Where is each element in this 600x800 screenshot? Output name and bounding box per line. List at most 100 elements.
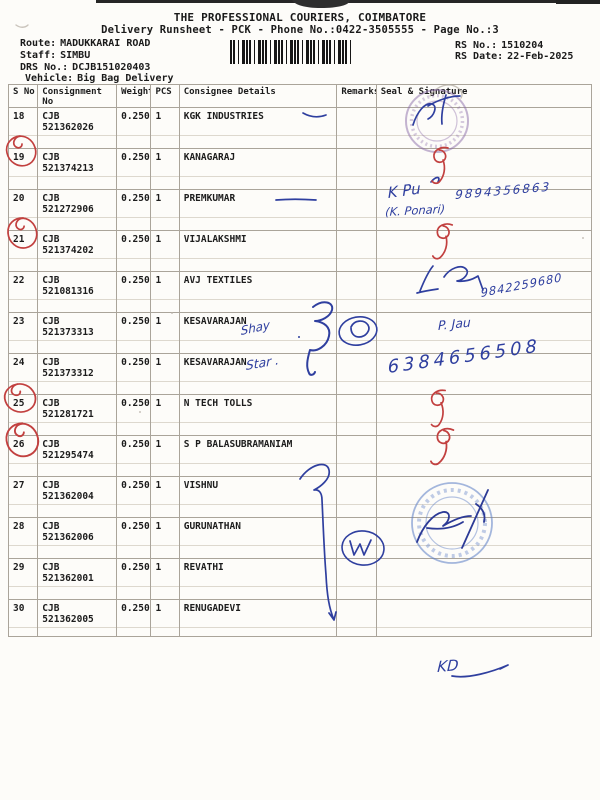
cell-consignee: KESAVARAJAN	[178, 312, 338, 354]
cell-consignee: AVJ TEXTILES	[178, 271, 338, 313]
handwritten-phone-row24: 6384656508	[387, 335, 541, 378]
pen-circled-w-ring	[341, 530, 385, 566]
staff-label: Staff:	[20, 50, 57, 61]
cell-consignee: VISHNU	[178, 476, 338, 518]
cell-consignee: PREMKUMAR	[178, 189, 338, 231]
stamp-row18-violet-seal-icon	[405, 89, 469, 153]
table-row: 23 CJB 521373313 0.250 1 KESAVARAJAN	[7, 312, 593, 354]
cell-sno: 19	[7, 148, 39, 190]
vehicle-line: Vehicle: Big Bag Delivery	[25, 73, 174, 84]
pencil-marks	[15, 24, 584, 413]
cell-pcs: 1	[150, 148, 180, 190]
barcode-icon	[230, 40, 352, 64]
cell-weight: 0.250	[116, 394, 152, 436]
rs-date-line: RS Date: 22-Feb-2025	[455, 51, 573, 62]
header-pcs: PCS	[150, 84, 180, 108]
red-tick-row-21	[431, 221, 454, 261]
handwritten-name-row23: P. Jau	[438, 315, 471, 333]
cell-pcs: 1	[150, 517, 180, 559]
drs-line: DRS No.: DCJB151020403	[20, 62, 150, 73]
cell-sno: 22	[7, 271, 39, 313]
signature-row22	[416, 265, 484, 294]
cell-consignment: CJB 521362005	[37, 599, 118, 637]
cell-seal	[375, 312, 593, 354]
stamp-row28-blue-seal-icon	[411, 482, 493, 564]
cell-seal	[375, 353, 593, 395]
cell-consignment: CJB 521374213	[37, 148, 118, 190]
cell-pcs: 1	[150, 107, 180, 149]
cell-weight: 0.250	[116, 312, 152, 354]
rs-no-line: RS No.: 1510204	[455, 40, 543, 51]
table-row: 25 CJB 521281721 0.250 1 N TECH TOLLS	[7, 394, 593, 436]
drs-label: DRS No.:	[20, 62, 69, 73]
table-row: 24 CJB 521373312 0.250 1 KESAVARAJAN	[7, 353, 593, 395]
cell-consignment: CJB 521374202	[37, 230, 118, 272]
table-row: 22 CJB 521081316 0.250 1 AVJ TEXTILES	[7, 271, 593, 313]
cell-consignee: VIJALAKSHMI	[178, 230, 338, 272]
header-consignment: Consignment No	[37, 84, 118, 108]
cell-remarks	[336, 148, 377, 190]
route-value: MADUKKARAI ROAD	[60, 38, 151, 49]
table-row: 29 CJB 521362001 0.250 1 REVATHI	[7, 558, 593, 600]
pencil-smudge-topleft	[15, 24, 29, 28]
table-row: 27 CJB 521362004 0.250 1 VISHNU	[7, 476, 593, 518]
route-label: Route:	[20, 38, 57, 49]
cell-weight: 0.250	[116, 353, 152, 395]
rs-date-value: 22-Feb-2025	[507, 51, 574, 62]
cell-seal	[375, 271, 593, 313]
pen-circled-scribble-inner	[350, 320, 370, 338]
consignment-table: S No Consignment No Weight PCS Consignee…	[7, 84, 593, 637]
cell-seal	[375, 107, 593, 149]
staff-value: SIMBU	[60, 50, 91, 61]
drs-value: DCJB151020403	[72, 62, 151, 73]
cell-pcs: 1	[150, 394, 180, 436]
table-row: 28 CJB 521362006 0.250 1 GURUNATHAN	[7, 517, 593, 559]
pen-long-stroke-rows27-30	[299, 463, 337, 621]
handwritten-signature-bottom: KD	[437, 656, 459, 676]
cell-consignee: GURUNATHAN	[178, 517, 338, 559]
pen-dash-row18	[302, 112, 327, 118]
speck	[171, 312, 173, 314]
cell-sno: 23	[7, 312, 39, 354]
cell-remarks	[336, 271, 377, 313]
signature-underline-bottom	[451, 664, 509, 678]
vehicle-label: Vehicle:	[25, 73, 74, 84]
cell-remarks	[336, 189, 377, 231]
red-tick-row-25	[428, 389, 449, 428]
cell-weight: 0.250	[116, 148, 152, 190]
speck	[582, 237, 584, 239]
cell-weight: 0.250	[116, 271, 152, 313]
pen-circled-scribble-row23	[338, 316, 378, 346]
scan-dark-blob	[292, 0, 350, 8]
vehicle-value: Big Bag Delivery	[77, 73, 174, 84]
cell-seal	[375, 558, 593, 600]
cell-consignee: KGK INDUSTRIES	[178, 107, 338, 149]
cell-seal	[375, 599, 593, 637]
staff-line: Staff: SIMBU	[20, 50, 90, 61]
table-row: 19 CJB 521374213 0.250 1 KANAGARAJ	[7, 148, 593, 190]
signature-row28-loops	[416, 511, 472, 543]
handwritten-note-row23: Shay	[241, 318, 271, 338]
cell-weight: 0.250	[116, 599, 152, 637]
handwritten-fullname: (K. Ponari)	[385, 202, 446, 219]
stamp-inner-ring	[425, 496, 479, 550]
cell-consignee: KANAGARAJ	[178, 148, 338, 190]
stamp-outer-ring	[411, 482, 493, 564]
cell-pcs: 1	[150, 435, 180, 477]
speck	[139, 411, 141, 413]
handwriting-text: K Pu (K. Ponari) 9894356863 9842259680 S…	[241, 179, 563, 676]
cell-remarks	[336, 476, 377, 518]
cell-remarks	[336, 107, 377, 149]
table-row: 26 CJB 521295474 0.250 1 S P BALASUBRAMANIAM	[7, 435, 593, 477]
table-row: 20 CJB 521272906 0.250 1 PREMKUMAR	[7, 189, 593, 231]
red-circle-row-21	[4, 215, 40, 251]
table-row: 18 CJB 521362026 0.250 1 KGK INDUSTRIES	[7, 107, 593, 149]
cell-consignment: CJB 521373312	[37, 353, 118, 395]
blue-pen-strokes	[275, 94, 509, 678]
cell-sno: 30	[7, 599, 39, 637]
signature-row28-cross	[461, 489, 489, 549]
stamp-rim-text	[409, 93, 465, 149]
cell-consignment: CJB 521362026	[37, 107, 118, 149]
scan-dark-corner	[556, 0, 600, 4]
header-weight: Weight	[116, 84, 152, 108]
